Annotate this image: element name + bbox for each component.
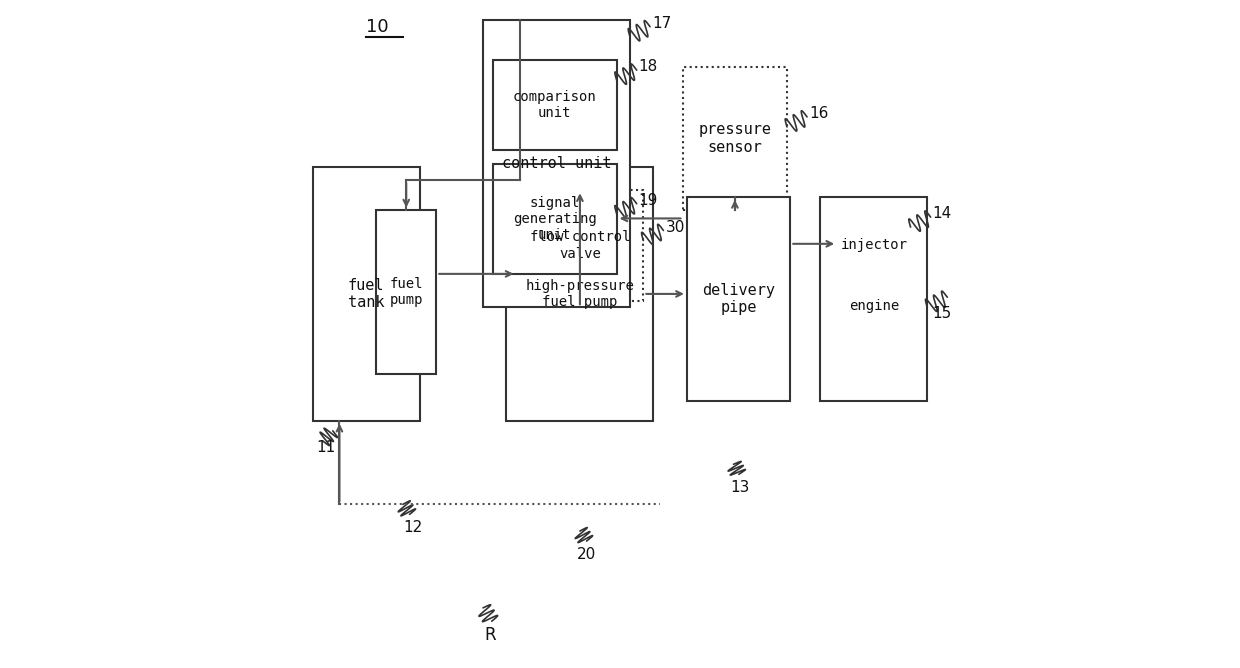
Text: 15: 15 — [932, 307, 952, 321]
Text: 17: 17 — [652, 16, 671, 31]
FancyBboxPatch shape — [683, 67, 787, 210]
Text: 10: 10 — [366, 18, 389, 35]
FancyBboxPatch shape — [312, 167, 419, 421]
Text: 18: 18 — [639, 59, 658, 74]
Text: injector: injector — [841, 238, 908, 253]
Text: R: R — [484, 626, 496, 643]
Text: signal
generating
unit: signal generating unit — [513, 196, 596, 242]
Text: pressure
sensor: pressure sensor — [698, 122, 771, 155]
Text: 13: 13 — [730, 480, 750, 495]
FancyBboxPatch shape — [494, 60, 616, 150]
Text: 14: 14 — [932, 206, 952, 221]
Text: comparison
unit: comparison unit — [513, 90, 596, 120]
Text: high-pressure
fuel pump: high-pressure fuel pump — [526, 279, 635, 309]
FancyBboxPatch shape — [837, 200, 910, 291]
Text: 19: 19 — [639, 193, 658, 208]
FancyBboxPatch shape — [484, 20, 630, 307]
Text: delivery
pipe: delivery pipe — [702, 283, 775, 315]
FancyBboxPatch shape — [494, 164, 616, 274]
Text: fuel
tank: fuel tank — [348, 278, 384, 310]
FancyBboxPatch shape — [821, 197, 928, 401]
Text: 30: 30 — [666, 220, 684, 234]
FancyBboxPatch shape — [506, 167, 653, 421]
Text: 11: 11 — [316, 440, 335, 455]
Text: 12: 12 — [403, 520, 422, 535]
Text: engine: engine — [848, 299, 899, 313]
FancyBboxPatch shape — [516, 190, 644, 301]
FancyBboxPatch shape — [687, 197, 790, 401]
FancyBboxPatch shape — [376, 210, 436, 374]
Text: 16: 16 — [808, 106, 828, 121]
Text: fuel
pump: fuel pump — [389, 277, 423, 307]
Text: control unit: control unit — [502, 156, 611, 171]
Text: flow control
valve: flow control valve — [529, 230, 630, 261]
Text: 20: 20 — [577, 547, 596, 562]
